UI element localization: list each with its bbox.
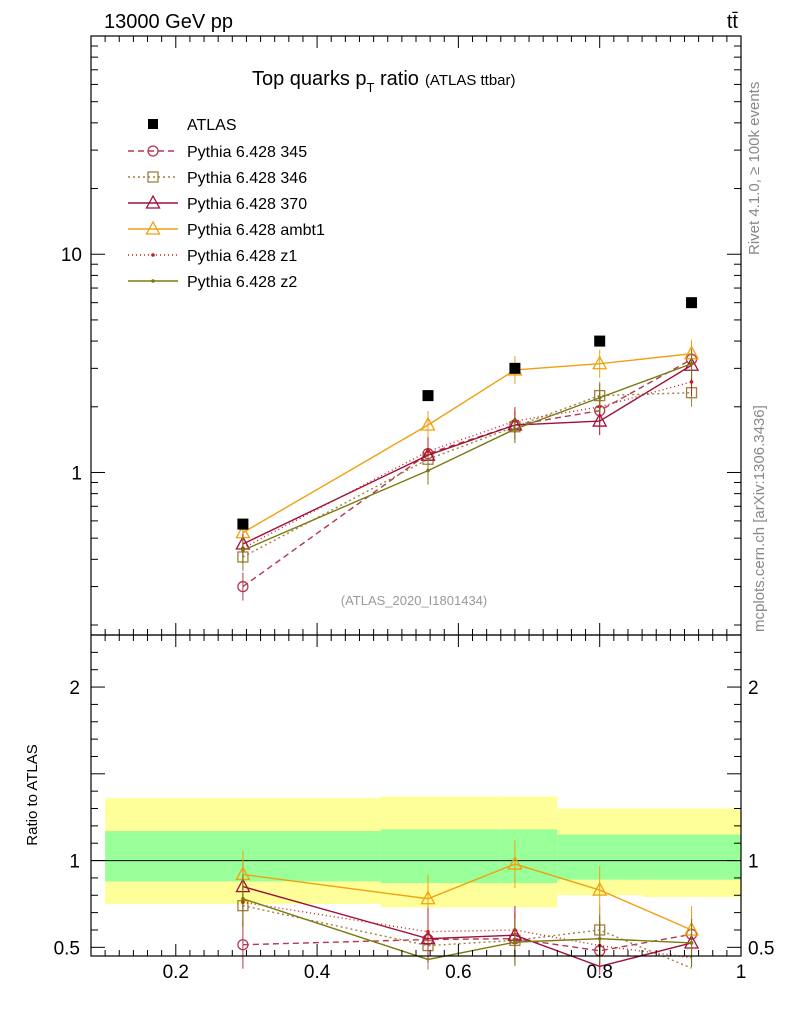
point-marker: [597, 395, 602, 400]
x-tick-label: 0.8: [586, 962, 612, 983]
point-marker: [689, 380, 694, 384]
chart-title-main: Top quarks p: [252, 68, 367, 90]
atlas-points: [237, 297, 698, 530]
mcplots-label: mcplots.cern.ch [arXiv:1306.3436]: [751, 405, 768, 632]
series-line: [242, 392, 692, 558]
point-marker: [145, 220, 161, 235]
ratio-y-tick-label: 2: [69, 678, 80, 699]
point-marker: [241, 548, 245, 553]
series-line: [242, 363, 692, 551]
series-line: [242, 364, 692, 545]
legend-atlas-label: ATLAS: [187, 117, 237, 134]
analysis-label: (ATLAS_2020_I1801434): [341, 593, 487, 608]
point-marker: [507, 855, 523, 870]
point-marker: [237, 939, 249, 951]
point-marker: [513, 427, 517, 431]
chart-title: Top quarks pT ratio (ATLAS ttbar): [252, 68, 516, 95]
point-marker: [689, 361, 694, 366]
header-right: tt̄: [727, 11, 739, 33]
band-green: [642, 834, 741, 880]
atlas-point: [509, 362, 521, 374]
chart-title-small: (ATLAS ttbar): [425, 72, 516, 89]
point-marker: [426, 929, 430, 934]
series-line: [242, 353, 692, 534]
point-marker: [420, 416, 436, 431]
point-marker: [513, 940, 517, 944]
ratio-panel-frame: [90, 634, 742, 957]
point-marker: [426, 449, 430, 454]
x-tick-label: 1: [736, 962, 747, 983]
chart-title-rest: ratio: [374, 68, 418, 90]
legend-label: Pythia 6.428 z1: [187, 248, 297, 265]
legend-label: Pythia 6.428 345: [187, 144, 307, 161]
point-marker: [420, 890, 436, 905]
legend-label: Pythia 6.428 370: [187, 196, 307, 213]
point-marker: [592, 881, 608, 896]
point-marker: [689, 941, 694, 945]
point-marker: [151, 253, 155, 257]
ratio-y-tick-label-right: 1: [748, 852, 759, 873]
point-marker: [426, 468, 430, 473]
legend-label: Pythia 6.428 ambt1: [187, 222, 325, 239]
point-marker: [241, 896, 245, 901]
header-left: 13000 GeV pp: [104, 11, 233, 33]
series: [241, 349, 694, 967]
point-marker: [147, 171, 159, 183]
legend-label: Pythia 6.428 z2: [187, 274, 297, 291]
band-green: [380, 829, 501, 884]
ratio-y-tick-label: 1: [69, 852, 80, 873]
point-marker: [592, 412, 608, 427]
point-marker: [147, 145, 159, 157]
point-marker: [145, 194, 161, 209]
x-tick-label: 0.4: [304, 962, 331, 983]
legend-label: Pythia 6.428 346: [187, 170, 307, 187]
uncertainty-bands: [91, 796, 741, 908]
point-marker: [151, 279, 155, 283]
ratio-y-tick-label-right: 2: [748, 678, 759, 699]
atlas-point: [594, 335, 606, 347]
series-line: [242, 358, 692, 588]
ratio-ylabel: Ratio to ATLAS: [24, 744, 41, 845]
ratio-y-tick-label-right: 0.5: [748, 938, 774, 959]
legend-atlas-marker: [148, 119, 158, 129]
main-y-tick-label: 10: [61, 245, 82, 266]
series-ratio-line: [242, 898, 692, 961]
x-tick-label: 0.2: [163, 962, 189, 983]
atlas-point: [237, 518, 249, 530]
chart-title-sub: T: [367, 80, 375, 95]
series-ratio-line: [242, 901, 692, 959]
main-y-tick-label: 1: [71, 463, 82, 484]
atlas-point: [422, 390, 434, 402]
point-marker: [597, 936, 602, 941]
ratio-y-tick-label: 0.5: [54, 938, 80, 959]
legend: ATLAS Pythia 6.428 345 Pythia 6.428 346 Pyt…: [128, 117, 325, 291]
point-marker: [592, 355, 608, 370]
atlas-point: [686, 297, 698, 309]
rivet-label: Rivet 4.1.0, ≥ 100k events: [746, 82, 763, 255]
x-tick-label: 0.6: [445, 962, 471, 983]
point-marker: [237, 580, 249, 593]
